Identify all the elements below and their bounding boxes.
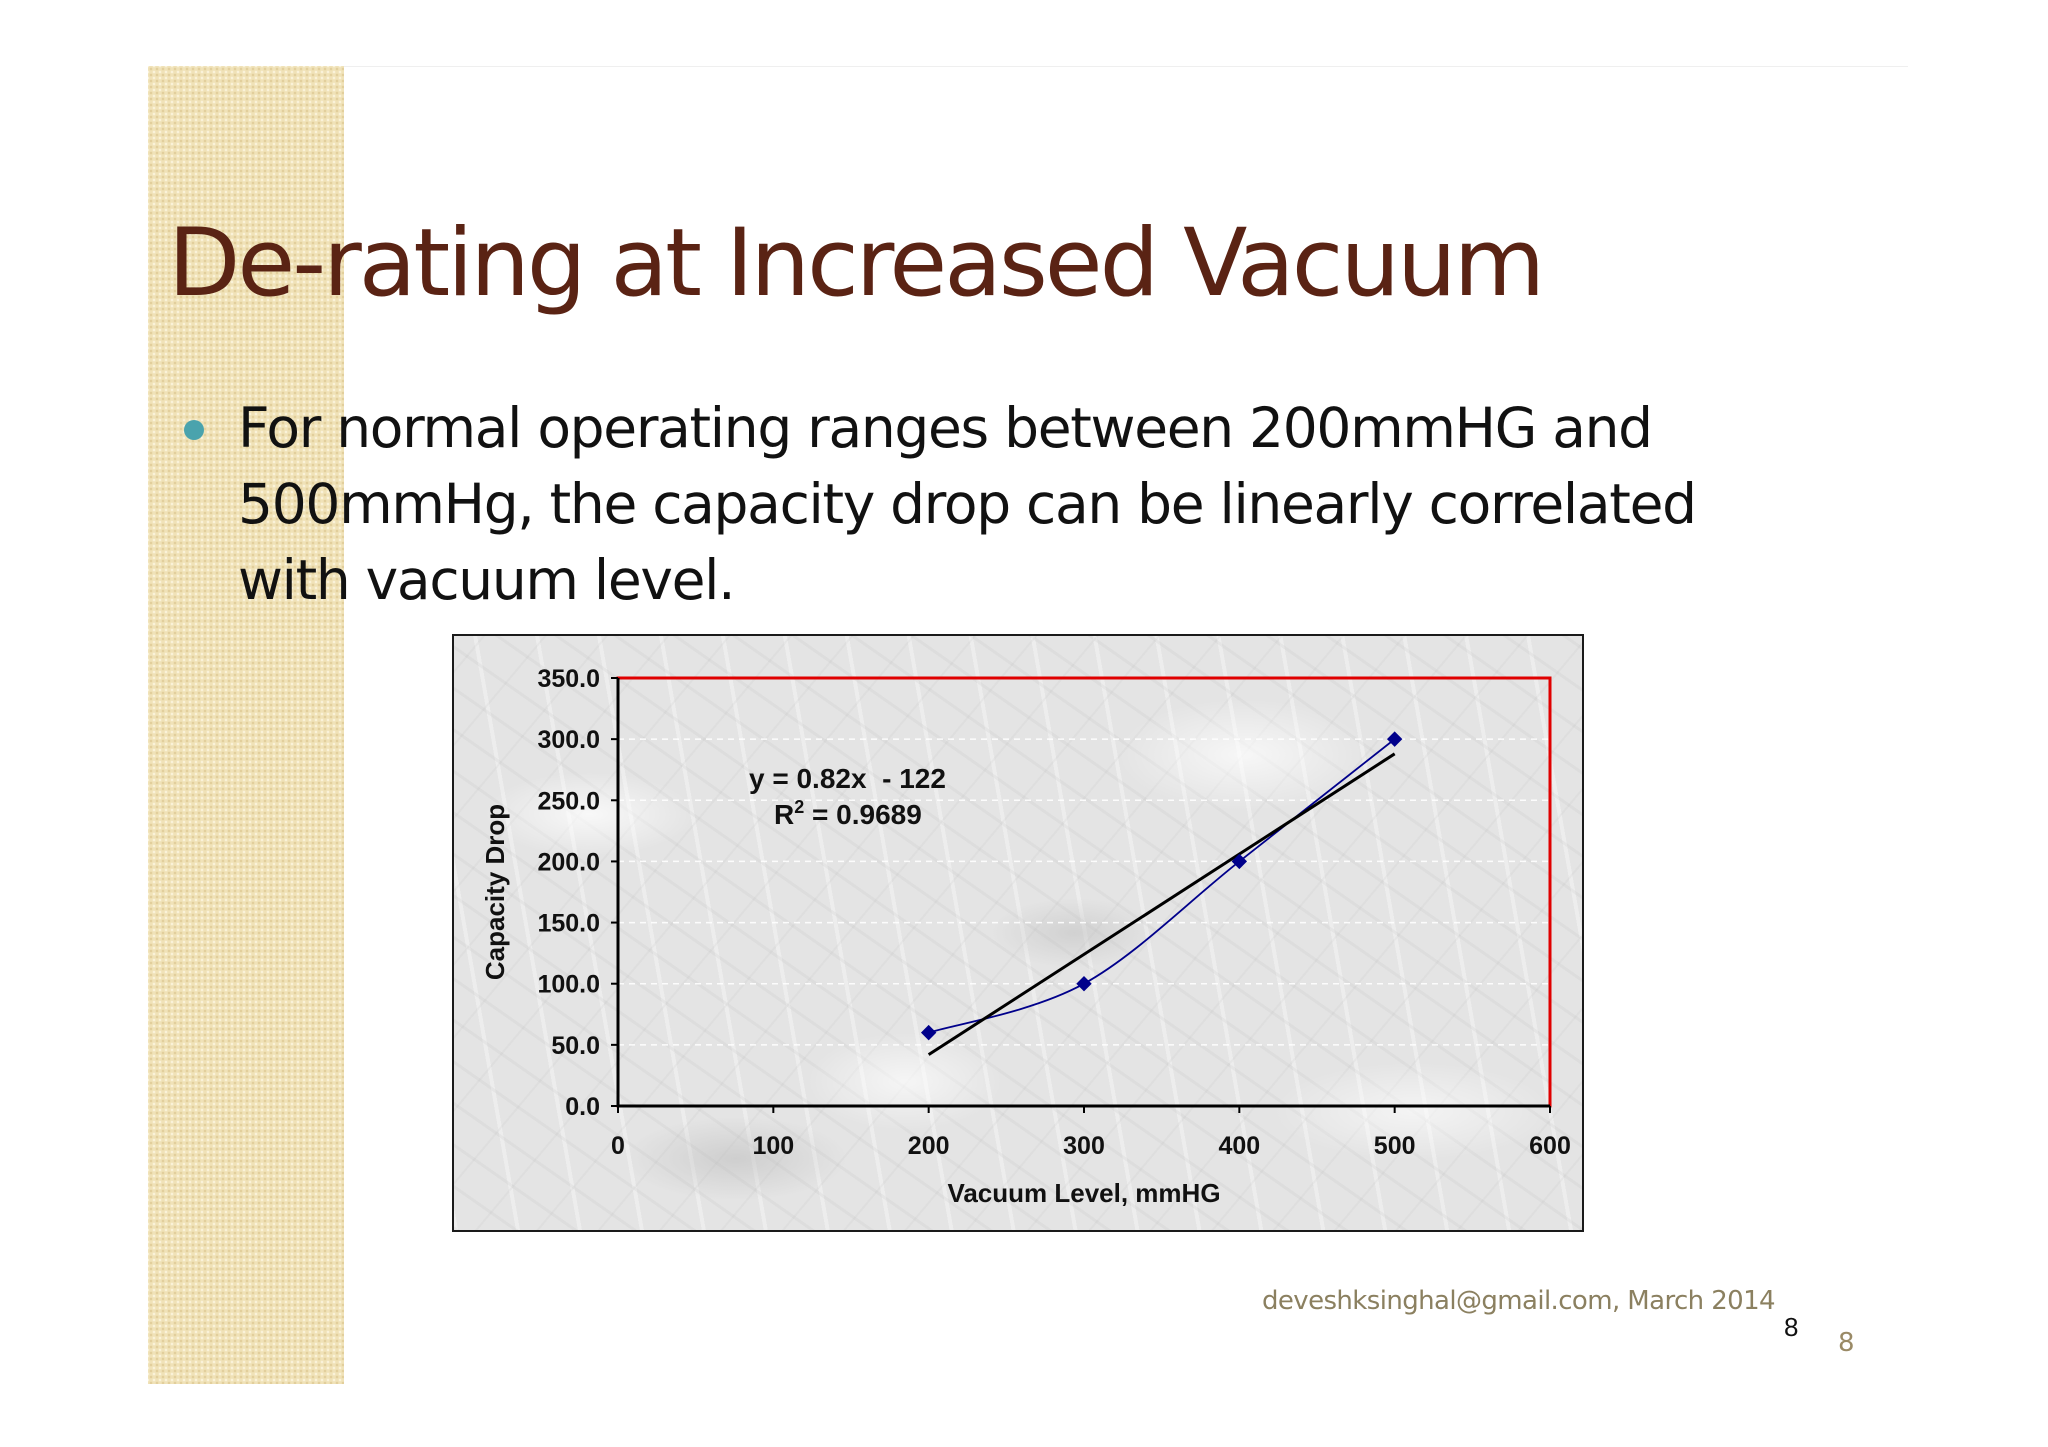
r-squared-superscript: 2 [794,797,804,817]
bullet-text: For normal operating ranges between 200m… [238,396,1697,612]
data-point-marker [1386,731,1403,747]
chart-frame: 0.0 50.0 100.0 150.0 200.0 250.0 300.0 350.0 0 10… [452,634,1584,1232]
trendline-line [927,752,1396,1056]
bullet-dot-icon [184,420,204,440]
r-squared-label: R2 = 0.9689 [774,797,922,830]
slide-number: 8 [1784,1312,1799,1342]
r-squared-prefix: R [774,799,794,830]
y-axis-label: Capacity Drop [480,804,510,980]
y-tick-label: 350.0 [537,665,600,693]
trendline-equation: y = 0.82x - 122 [749,763,946,794]
x-tick-label: 300 [1063,1132,1105,1160]
y-tick-label: 300.0 [537,726,600,754]
series-line [928,738,1396,1034]
y-tick-label: 150.0 [537,910,600,938]
data-point-marker [1231,853,1248,870]
data-series [928,738,1396,1034]
tick-labels: 0.0 50.0 100.0 150.0 200.0 250.0 300.0 350.0 0 10… [537,665,1570,1160]
bullet-item: For normal operating ranges between 200m… [180,390,1740,618]
axes [611,677,1551,1113]
plot-area-border [616,676,1552,1108]
slide-number-secondary: 8 [1838,1328,1855,1358]
y-tick-label: 100.0 [537,971,600,999]
x-tick-label: 400 [1218,1132,1260,1160]
data-point-marker [920,1024,937,1041]
x-tick-label: 600 [1529,1132,1571,1160]
y-tick-label: 250.0 [537,787,600,815]
x-tick-label: 100 [752,1132,794,1160]
slide-title: De-rating at Increased Vacuum [168,209,1545,318]
trendline [927,752,1396,1056]
footer-credit: deveshksinghal@gmail.com, March 2014 [1262,1286,1776,1316]
decorative-side-band [148,66,344,1384]
data-markers [920,731,1403,1041]
y-tick-label: 200.0 [537,848,600,876]
y-tick-label: 50.0 [551,1032,600,1060]
capacity-drop-chart: 0.0 50.0 100.0 150.0 200.0 250.0 300.0 350.0 0 10… [480,665,1571,1208]
slide-top-rule [148,66,1908,67]
x-tick-label: 200 [908,1132,950,1160]
x-tick-label: 0 [611,1132,625,1160]
bullet-list: For normal operating ranges between 200m… [180,390,1740,618]
r-squared-value: = 0.9689 [804,799,922,830]
data-point-marker [1076,976,1092,992]
y-tick-label: 0.0 [565,1093,600,1121]
grid-lines [618,738,1550,1046]
x-tick-label: 500 [1374,1132,1416,1160]
x-axis-label: Vacuum Level, mmHG [947,1178,1220,1208]
